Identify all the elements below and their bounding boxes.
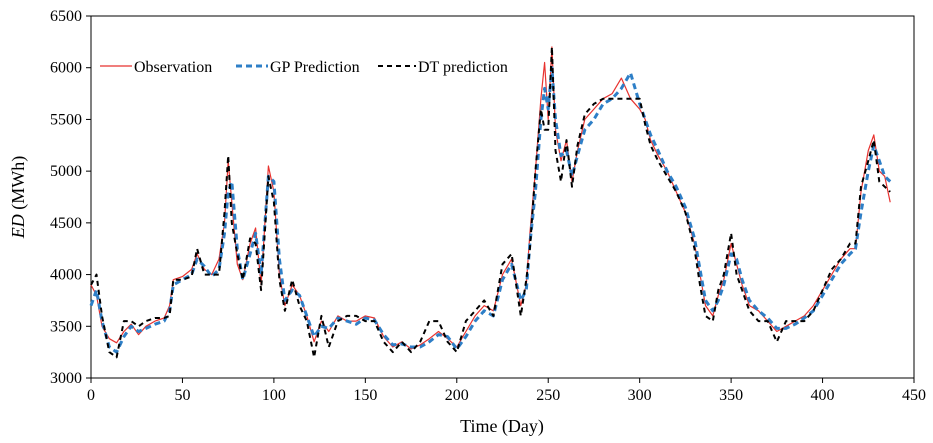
x-tick-label: 250 xyxy=(536,387,560,404)
series-layer xyxy=(89,46,892,359)
y-tick-label: 5500 xyxy=(50,111,82,128)
series-line-observation xyxy=(90,46,891,350)
legend-label-gp-prediction: GP Prediction xyxy=(270,59,360,76)
y-axis: 3000 3500 4000 4500 5000 5500 6000 6500 xyxy=(50,8,91,387)
x-tick-label: 450 xyxy=(902,387,926,404)
x-tick-label: 150 xyxy=(353,387,377,404)
plot-area-frame xyxy=(90,15,915,379)
y-tick-label: 3000 xyxy=(50,370,82,387)
y-axis-title-symbol: ED xyxy=(8,214,28,239)
y-tick-label: 4500 xyxy=(50,215,82,232)
y-tick-label: 6000 xyxy=(50,60,82,77)
x-tick-label: 350 xyxy=(719,387,743,404)
series-line-dt-prediction xyxy=(90,46,891,359)
y-tick-label: 4000 xyxy=(50,267,82,284)
y-tick-label: 3500 xyxy=(50,318,82,335)
x-tick-label: 0 xyxy=(87,387,95,404)
y-axis-title-unit: (MWh) xyxy=(8,156,29,214)
x-tick-label: 400 xyxy=(811,387,835,404)
x-tick-label: 200 xyxy=(445,387,469,404)
x-axis-title: Time (Day) xyxy=(460,416,544,437)
x-tick-label: 100 xyxy=(262,387,286,404)
x-axis: 0 50 100 150 200 250 300 350 400 450 xyxy=(87,378,926,404)
legend-label-observation: Observation xyxy=(134,59,212,76)
y-axis-title: ED (MWh) xyxy=(8,156,29,239)
y-tick-label: 6500 xyxy=(50,8,82,25)
legend-label-dt-prediction: DT prediction xyxy=(418,59,508,76)
x-tick-label: 300 xyxy=(628,387,652,404)
x-tick-label: 50 xyxy=(174,387,190,404)
legend: Observation GP Prediction DT prediction xyxy=(100,59,508,76)
y-tick-label: 5000 xyxy=(50,163,82,180)
